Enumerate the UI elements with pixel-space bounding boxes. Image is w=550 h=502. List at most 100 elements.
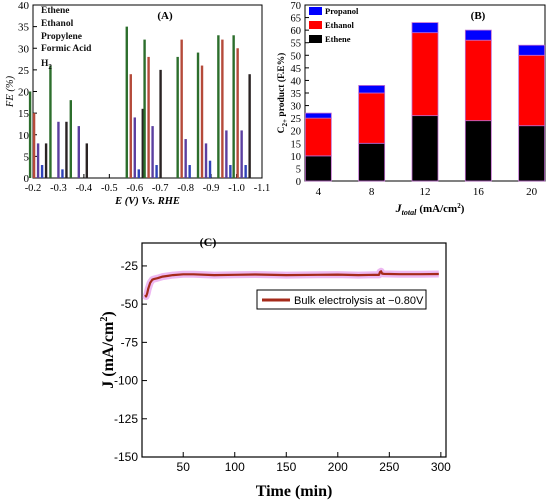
bar-a-h2 <box>248 74 251 178</box>
x-tick-label-c: 50 <box>177 460 191 474</box>
legend-c-entry: Bulk electrolysis at −0.80V <box>294 295 424 307</box>
x-tick-label-c: 200 <box>328 460 348 474</box>
bar-a-formic-acid <box>137 169 140 178</box>
x-axis-label-b-end: ) <box>461 203 465 215</box>
bar-a-propylene <box>225 130 228 178</box>
bar-b-ethene <box>518 125 546 182</box>
x-tick-label-c: 100 <box>225 460 245 474</box>
y-tick-label-b: 60 <box>291 26 302 37</box>
bar-b-ethene <box>411 115 439 182</box>
y-axis-label-b-sub: 2+ <box>281 119 289 127</box>
y-tick-label-b: 70 <box>291 1 302 12</box>
bar-a-formic-acid <box>188 165 191 178</box>
x-tick-label-c: 150 <box>276 460 296 474</box>
bar-a-propylene <box>36 143 40 178</box>
bar-a-h2 <box>44 143 48 178</box>
y-tick-label-b: 40 <box>291 76 302 87</box>
x-tick-label-b: 12 <box>420 186 431 198</box>
bar-a-h2 <box>159 69 162 178</box>
bar-a-ethanol <box>147 56 150 178</box>
bar-b-propanol <box>518 44 546 56</box>
bar-a-ethanol <box>236 48 239 178</box>
bar-a-ethene <box>217 35 220 179</box>
y-tick-label-b: 0 <box>296 177 301 188</box>
bar-a-ethene <box>176 56 179 178</box>
bar-a-ethene <box>28 91 32 178</box>
bar-a-propylene <box>151 126 154 178</box>
bar-a-propylene <box>77 126 80 178</box>
y-tick-label-b: 5 <box>296 164 301 175</box>
y-tick-label-b: 55 <box>291 39 302 50</box>
legend-b-swatch <box>309 21 322 29</box>
bar-a-ethene <box>232 35 235 179</box>
bar-a-h2 <box>85 143 88 178</box>
bar-a-formic-acid <box>155 165 158 178</box>
x-axis-label-c: Time (min) <box>256 483 333 500</box>
y-axis-label-c-end: ) <box>100 311 117 316</box>
bar-a-propylene <box>204 143 208 178</box>
panel-c: -25 -50 -75 -100 -125 -150 50 100 150 200 250 300 Bu… <box>99 235 451 500</box>
bar-a-ethene <box>69 100 72 178</box>
x-tick-label-a: -1.1 <box>254 183 271 194</box>
legend-b-entry: Ethene <box>325 34 351 44</box>
y-tick-label-a: 40 <box>18 0 30 12</box>
y-tick-label-c: -75 <box>121 335 139 349</box>
bar-b-ethene <box>304 155 332 182</box>
y-tick-label-c: -125 <box>114 412 138 426</box>
legend-b: Propanol Ethanol Ethene <box>309 6 359 44</box>
x-tick-label-a: -0.7 <box>152 183 169 194</box>
x-axis-label-a: E (V) Vs. RHE <box>114 196 180 207</box>
y-tick-label-c: -50 <box>121 297 139 311</box>
x-tick-label-a: -0.9 <box>203 183 220 194</box>
plot-frame-c <box>141 242 447 458</box>
x-tick-label-a: -0.3 <box>50 183 67 194</box>
legend-b-swatch <box>309 7 322 15</box>
legend-c: Bulk electrolysis at −0.80V <box>256 289 427 310</box>
bar-a-ethene <box>143 39 146 178</box>
legend-b-entry: Ethanol <box>325 20 354 30</box>
x-tick-label-b: 8 <box>369 186 375 198</box>
bar-a-h2 <box>65 121 68 178</box>
bar-a-propylene <box>240 130 243 178</box>
bar-a-ethene <box>125 26 128 178</box>
panel-label-c: (C) <box>200 235 217 249</box>
y-tick-label-b: 30 <box>291 102 302 113</box>
x-axis-label-b-unit: (mA/cm <box>419 203 457 215</box>
y-axis-label-c-sup: 2 <box>99 317 110 322</box>
x-axis-label-b: Jtotal (mA/cm2) <box>395 201 465 217</box>
bar-a-h2 <box>141 108 144 178</box>
legend-c-frame <box>256 289 427 310</box>
bar-b-ethanol <box>358 92 386 144</box>
y-axis-label-b-rest: product (F.E%) <box>276 53 287 119</box>
bar-b-ethanol <box>304 117 332 157</box>
legend-b-swatch <box>309 35 322 43</box>
bar-b-ethanol <box>518 54 546 127</box>
series-line-c <box>144 270 439 298</box>
y-axis-label-b: C2+ product (F.E%) <box>276 53 289 134</box>
legend-a-entry: Ethene <box>41 6 70 16</box>
bar-a-propylene <box>133 117 136 178</box>
bar-a-propylene <box>57 121 60 178</box>
y-tick-label-b: 10 <box>291 152 302 163</box>
x-tick-label-b: 20 <box>526 186 538 198</box>
bar-b-propanol <box>304 112 332 119</box>
y-tick-label-a: 10 <box>18 130 30 142</box>
y-tick-label-b: 65 <box>291 14 302 25</box>
bar-a-ethanol <box>180 39 183 178</box>
x-tick-label-a: -0.2 <box>25 183 42 194</box>
x-tick-label-b: 4 <box>316 186 322 198</box>
y-tick-label-a: 20 <box>18 87 30 99</box>
x-tick-label-a: -0.6 <box>126 183 143 194</box>
bar-a-formic-acid <box>40 165 44 178</box>
bar-b-ethanol <box>411 32 439 117</box>
bar-b-ethanol <box>464 39 492 122</box>
y-tick-label-b: 25 <box>291 114 302 125</box>
x-axis-label-b-main: J <box>395 201 403 215</box>
y-tick-label-a: 0 <box>24 173 30 185</box>
legend-a-entry: Propylene <box>41 32 82 42</box>
x-tick-label-a: -0.4 <box>76 183 93 194</box>
bar-b-propanol <box>464 29 492 41</box>
y-tick-label-a: 30 <box>18 43 30 55</box>
